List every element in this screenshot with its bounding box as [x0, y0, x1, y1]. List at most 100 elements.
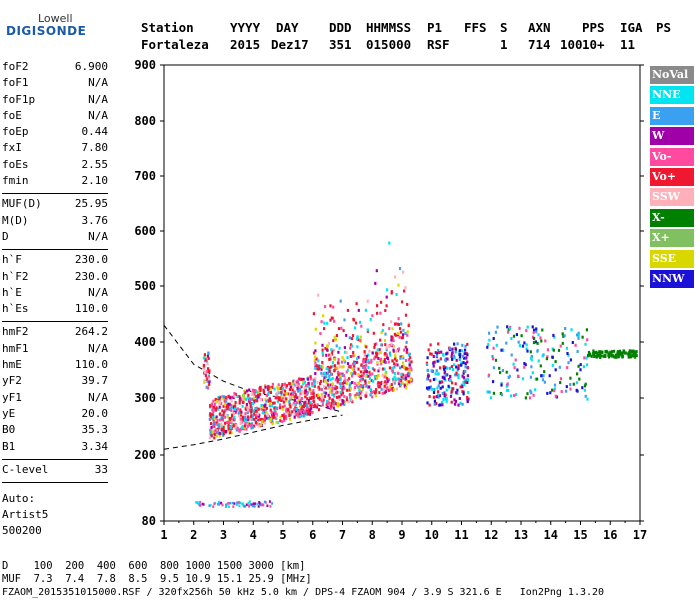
echo-point — [220, 423, 223, 427]
echo-point — [370, 379, 373, 383]
echo-point — [391, 366, 394, 370]
echo-point — [280, 395, 283, 399]
echo-point — [206, 354, 210, 358]
echo-point — [551, 363, 554, 367]
echo-point — [334, 338, 338, 342]
param-row: MUF(D) 25.95 — [2, 197, 108, 213]
echo-point — [312, 392, 315, 396]
echo-point — [576, 372, 579, 376]
echo-point — [364, 368, 367, 372]
echo-point — [461, 385, 464, 389]
echo-point — [359, 384, 362, 388]
echo-point — [341, 374, 344, 377]
echo-point — [314, 349, 317, 353]
echo-point — [337, 378, 340, 382]
echo-point — [326, 371, 329, 375]
echo-point — [447, 384, 450, 388]
echo-point — [441, 385, 444, 389]
echo-point — [253, 412, 256, 416]
echo-point — [341, 387, 344, 391]
echo-point — [383, 339, 387, 342]
echo-point — [233, 415, 236, 419]
echo-point — [323, 327, 326, 331]
echo-point — [216, 418, 219, 422]
echo-point — [433, 388, 436, 391]
echo-point — [515, 393, 518, 396]
echo-point — [370, 358, 373, 362]
echo-point — [576, 350, 579, 353]
echo-point — [234, 410, 237, 414]
param-value: N/A — [88, 229, 108, 243]
echo-point — [206, 386, 209, 390]
echo-point — [246, 415, 250, 419]
echo-point — [223, 410, 226, 414]
echo-point — [242, 504, 245, 507]
echo-point — [302, 403, 306, 407]
echo-point — [634, 352, 637, 356]
echo-point — [348, 388, 351, 392]
echo-point — [632, 353, 635, 356]
echo-point — [310, 403, 314, 407]
echo-point — [260, 423, 263, 427]
echo-point — [213, 429, 216, 433]
echo-point — [541, 378, 545, 382]
echo-point — [337, 350, 340, 354]
echo-point — [273, 415, 277, 419]
echo-point — [228, 405, 231, 409]
echo-point — [293, 413, 296, 417]
echo-point — [577, 333, 580, 337]
echo-point — [243, 416, 247, 420]
echo-point — [534, 377, 537, 381]
param-row: h`F2 230.0 — [2, 270, 108, 286]
echo-point — [348, 383, 351, 387]
echo-point — [443, 370, 447, 374]
echo-point — [357, 381, 361, 385]
echo-point — [596, 351, 599, 355]
echo-point — [313, 359, 316, 362]
echo-point — [520, 334, 523, 338]
echo-point — [396, 332, 399, 335]
echo-point — [317, 393, 320, 397]
echo-point — [288, 414, 291, 418]
echo-point — [280, 385, 283, 389]
echo-point — [285, 414, 288, 418]
echo-point — [276, 400, 279, 404]
param-value: 264.2 — [74, 325, 108, 339]
echo-point — [457, 364, 460, 368]
echo-point — [247, 501, 250, 505]
param-row: B0 35.3 — [2, 423, 108, 439]
echo-point — [214, 397, 217, 401]
echo-point — [593, 355, 596, 358]
echo-point — [500, 348, 503, 352]
echo-point — [566, 366, 569, 370]
echo-point — [264, 398, 267, 402]
echo-point — [307, 408, 310, 412]
echo-point — [208, 382, 211, 386]
echo-point — [331, 389, 334, 393]
echo-point — [437, 395, 440, 399]
echo-point — [263, 500, 266, 504]
echo-point — [279, 406, 282, 410]
echo-point — [252, 502, 255, 505]
echo-point — [217, 503, 219, 506]
echo-point — [296, 379, 299, 383]
echo-point — [241, 502, 244, 505]
echo-point — [407, 358, 411, 362]
echo-point — [438, 381, 441, 385]
echo-point — [273, 401, 276, 405]
echo-point — [395, 349, 398, 353]
param-value: 110.0 — [74, 358, 108, 372]
echo-point — [218, 402, 221, 406]
echo-point — [394, 354, 397, 357]
header-value: 2015 — [230, 37, 261, 52]
header-value: 351 — [329, 37, 352, 52]
echo-point — [389, 388, 392, 392]
echo-point — [333, 319, 336, 323]
echo-point — [404, 313, 408, 317]
echo-point — [319, 332, 322, 335]
echo-point — [209, 431, 212, 435]
echo-point — [581, 335, 584, 339]
echo-point — [492, 337, 495, 340]
echo-point — [229, 431, 232, 435]
